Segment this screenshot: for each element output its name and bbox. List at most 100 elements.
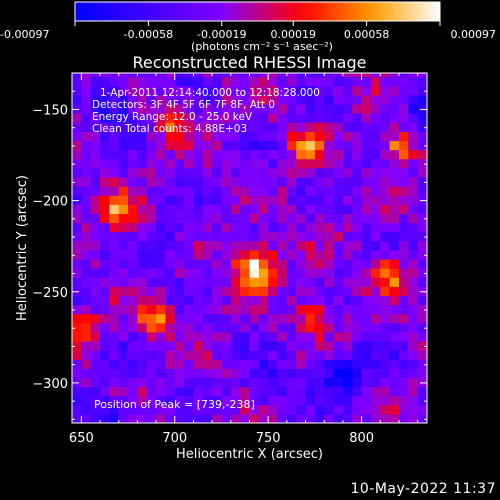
heatmap-cell <box>277 313 288 324</box>
heatmap-cell <box>146 258 157 269</box>
heatmap-cell <box>258 122 269 132</box>
heatmap-cell <box>202 158 213 169</box>
heatmap-cell <box>193 395 204 406</box>
heatmap-cell <box>249 167 260 178</box>
heatmap-cell <box>314 395 325 406</box>
heatmap-cell <box>361 195 372 205</box>
heatmap-cell <box>72 131 82 142</box>
heatmap-cell <box>286 204 297 214</box>
heatmap-cell <box>286 368 297 379</box>
heatmap-cell <box>352 85 363 96</box>
heatmap-cell <box>90 258 101 269</box>
heatmap-cell <box>380 359 391 369</box>
heatmap-cell <box>109 268 120 278</box>
heatmap-cell <box>90 395 101 406</box>
heatmap-cell <box>398 149 409 160</box>
heatmap-cell <box>202 331 213 342</box>
heatmap-cell <box>342 122 353 132</box>
heatmap-cell <box>81 76 92 87</box>
heatmap-cell <box>277 231 288 242</box>
heatmap-cell <box>221 249 232 260</box>
heatmap-cell <box>90 149 101 160</box>
heatmap-cell <box>165 258 176 269</box>
heatmap-cell <box>370 231 381 242</box>
heatmap-cell <box>240 204 251 214</box>
heatmap-cell <box>202 313 213 324</box>
heatmap-cell <box>417 377 427 388</box>
heatmap-cell <box>333 368 344 379</box>
heatmap-cell <box>277 295 288 306</box>
heatmap-cell <box>324 103 335 114</box>
heatmap-cell <box>90 295 101 306</box>
heatmap-cell <box>258 186 269 196</box>
heatmap-cell <box>193 277 204 287</box>
heatmap-cell <box>156 213 167 224</box>
heatmap-cell <box>109 195 120 205</box>
heatmap-cell <box>417 340 427 351</box>
heatmap-cell <box>389 195 400 205</box>
heatmap-cell <box>286 404 297 415</box>
heatmap-cell <box>128 404 138 415</box>
heatmap-cell <box>165 313 176 324</box>
heatmap-cell <box>72 377 82 388</box>
heatmap-cell <box>212 213 223 224</box>
heatmap-cell <box>258 76 269 87</box>
heatmap-cell <box>268 340 279 351</box>
heatmap-cell <box>352 204 363 214</box>
heatmap-cell <box>380 158 391 169</box>
heatmap-cell <box>333 213 344 224</box>
heatmap-cell <box>146 73 157 78</box>
heatmap-cell <box>202 195 213 205</box>
heatmap-cell <box>380 167 391 178</box>
heatmap-cell <box>90 204 101 214</box>
heatmap-cell <box>240 304 251 315</box>
heatmap-cell <box>202 377 213 388</box>
heatmap-cell <box>352 113 363 123</box>
heatmap-cell <box>212 359 223 369</box>
heatmap-cell <box>361 213 372 224</box>
heatmap-cell <box>370 295 381 306</box>
heatmap-cell <box>146 286 157 296</box>
heatmap-cell <box>100 322 110 333</box>
heatmap-cell <box>296 231 307 242</box>
heatmap-cell <box>240 94 251 105</box>
heatmap-cell <box>286 322 297 333</box>
heatmap-cell <box>333 286 344 296</box>
heatmap-cell <box>212 386 223 397</box>
heatmap-cell <box>305 413 316 423</box>
heatmap-cell <box>249 322 260 333</box>
heatmap-cell <box>240 73 251 78</box>
heatmap-cell <box>90 158 101 169</box>
heatmap-cell <box>333 249 344 260</box>
heatmap-cell <box>109 222 120 233</box>
heatmap-cell <box>202 413 213 423</box>
heatmap-cell <box>212 231 223 242</box>
heatmap-cell <box>417 404 427 415</box>
heatmap-cell <box>193 249 204 260</box>
heatmap-cell <box>128 295 138 306</box>
heatmap-cell <box>314 268 325 278</box>
heatmap-cell <box>342 240 353 251</box>
heatmap-cell <box>389 404 400 415</box>
heatmap-cell <box>240 122 251 132</box>
heatmap-cell <box>118 140 129 151</box>
heatmap-cell <box>268 167 279 178</box>
heatmap-cell <box>165 295 176 306</box>
heatmap-cell <box>90 377 101 388</box>
heatmap-cell <box>361 149 372 160</box>
heatmap-cell <box>286 195 297 205</box>
heatmap-cell <box>174 213 185 224</box>
heatmap-cell <box>352 222 363 233</box>
heatmap-cell <box>398 350 409 360</box>
heatmap-cell <box>137 313 148 324</box>
heatmap-cell <box>324 167 335 178</box>
heatmap-cell <box>156 240 167 251</box>
heatmap-cell <box>72 350 82 360</box>
heatmap-cell <box>146 158 157 169</box>
heatmap-cell <box>109 85 120 96</box>
heatmap-cell <box>342 368 353 379</box>
annotation-line: Energy Range: 12.0 - 25.0 keV <box>92 111 253 123</box>
heatmap-cell <box>184 213 195 224</box>
heatmap-cell <box>324 140 335 151</box>
heatmap-cell <box>324 286 335 296</box>
